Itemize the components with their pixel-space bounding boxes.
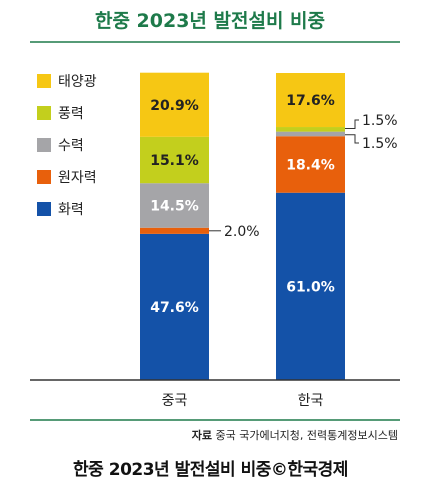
legend-label-3: 수력 xyxy=(58,138,84,154)
bar-segment-1-5 xyxy=(140,72,209,137)
data-label-2-3: 1.5% xyxy=(362,136,398,152)
data-label-1-4: 15.1% xyxy=(150,153,199,169)
data-label-2-1: 61.0% xyxy=(286,279,335,295)
legend-swatch-4 xyxy=(37,170,51,184)
bar-segment-1-3 xyxy=(140,183,209,228)
x-axis-ticks: 중국 한국 xyxy=(162,393,324,409)
bar-segment-2-3 xyxy=(276,131,345,137)
legend-swatch-3 xyxy=(37,138,51,152)
bars xyxy=(140,72,345,380)
data-label-1-2: 2.0% xyxy=(224,224,260,240)
x-tick-label-2: 한국 xyxy=(298,393,324,409)
chart-title: 한중 2023년 발전설비 비중 xyxy=(95,10,325,32)
legend-label-5: 화력 xyxy=(58,202,84,218)
bar-segment-1-1 xyxy=(140,233,209,380)
legend-swatch-2 xyxy=(37,106,51,120)
data-label-2-5: 17.6% xyxy=(286,93,335,109)
leader-line-2-3 xyxy=(345,134,359,144)
bar-segment-1-4 xyxy=(140,136,209,184)
bar-segment-1-2 xyxy=(140,227,209,234)
bar-segment-2-2 xyxy=(276,136,345,193)
legend-label-4: 원자력 xyxy=(58,170,97,186)
source-prefix: 자료 xyxy=(192,428,212,442)
data-label-2-2: 18.4% xyxy=(286,157,335,173)
legend-swatch-5 xyxy=(37,202,51,216)
leader-line-2-4 xyxy=(345,119,359,130)
data-label-1-5: 20.9% xyxy=(150,98,199,114)
legend-label-1: 태양광 xyxy=(58,74,97,90)
legend-label-2: 풍력 xyxy=(58,106,84,122)
bar-segment-2-4 xyxy=(276,127,345,132)
source-note: 자료 중국 국가에너지청, 전력통계정보시스템 xyxy=(192,428,398,442)
data-label-1-3: 14.5% xyxy=(150,198,199,214)
legend-swatch-1 xyxy=(37,74,51,88)
data-label-2-4: 1.5% xyxy=(362,113,398,129)
x-tick-label-1: 중국 xyxy=(162,393,188,409)
bar-segment-2-5 xyxy=(276,73,345,128)
bar-segment-2-1 xyxy=(276,192,345,380)
source-text: 중국 국가에너지청, 전력통계정보시스템 xyxy=(215,429,398,442)
data-labels: 47.6% 2.0% 14.5% 15.1% 20.9% 61.0% 18.4% 1.5% 1.… xyxy=(150,93,397,316)
image-caption: 한중 2023년 발전설비 비중©한국경제 xyxy=(73,460,348,480)
data-label-1-1: 47.6% xyxy=(150,300,199,316)
